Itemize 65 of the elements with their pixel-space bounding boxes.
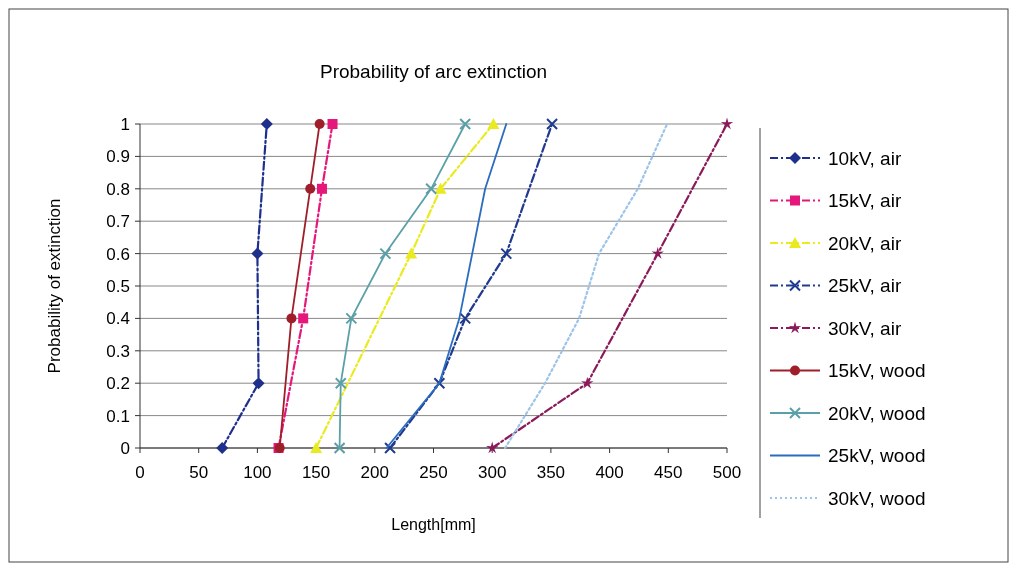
y-tick-label: 0.7 <box>106 212 130 232</box>
line-series <box>385 123 508 449</box>
y-tick-label: 0.3 <box>106 341 130 361</box>
point <box>327 119 338 129</box>
x-tick-label: 150 <box>301 463 331 482</box>
point <box>345 312 358 325</box>
point <box>487 118 500 129</box>
x-tick-label: 400 <box>595 463 624 482</box>
point <box>459 312 472 325</box>
x-tick-label: 200 <box>360 463 389 482</box>
legend-label: 25kV, wood <box>828 445 926 467</box>
legend-label: 15kV, air <box>828 190 902 212</box>
x-tick-label: 100 <box>243 463 272 482</box>
point <box>251 247 264 260</box>
y-tick-label: 1 <box>120 114 130 134</box>
x-tick-label: 50 <box>189 463 209 482</box>
point <box>459 118 472 130</box>
point <box>310 442 323 453</box>
y-tick-label: 0.5 <box>106 276 130 296</box>
point <box>425 182 438 195</box>
y-tick-label: 0 <box>120 438 130 458</box>
y-tick-label: 0.9 <box>106 147 130 167</box>
legend-label: 20kV, air <box>828 232 902 254</box>
legend-label: 10kV, air <box>828 147 902 169</box>
point <box>316 183 327 194</box>
point <box>546 118 559 130</box>
point <box>252 377 265 390</box>
point <box>216 442 229 454</box>
x-axis-title: Length[mm] <box>391 516 476 533</box>
point <box>379 247 392 260</box>
point <box>433 377 446 390</box>
y-tick-label: 0.4 <box>106 309 130 329</box>
chart-title: Probability of arc extinction <box>319 61 548 82</box>
point <box>405 247 418 259</box>
point <box>314 119 325 129</box>
point <box>333 442 346 454</box>
legend-label: 20kV, wood <box>828 402 926 424</box>
point <box>286 313 297 324</box>
legend-label: 15kV, wood <box>828 360 926 382</box>
x-tick-label: 450 <box>654 463 683 482</box>
point <box>486 441 499 454</box>
x-tick-label: 350 <box>536 463 566 482</box>
point <box>500 247 513 260</box>
y-tick-label: 0.6 <box>106 244 130 264</box>
point <box>434 182 447 194</box>
y-axis-title: Probability of extinction <box>45 198 64 374</box>
legend-label: 30kV, wood <box>828 487 926 509</box>
x-tick-label: 0 <box>135 463 145 482</box>
x-tick-label: 300 <box>478 463 507 482</box>
y-tick-label: 0.1 <box>106 406 130 426</box>
point <box>305 183 316 194</box>
point <box>581 376 594 389</box>
y-tick-label: 0.2 <box>106 374 130 394</box>
point <box>260 118 273 130</box>
x-tick-label: 500 <box>712 463 742 482</box>
point <box>384 442 397 454</box>
line-series <box>504 122 669 450</box>
point <box>651 247 664 259</box>
point <box>298 313 309 324</box>
legend-label: 30kV, air <box>828 317 902 339</box>
point <box>334 377 347 390</box>
y-tick-label: 0.8 <box>106 179 130 199</box>
legend-label: 25kV, air <box>828 275 902 297</box>
point <box>720 117 734 130</box>
x-tick-label: 250 <box>419 463 448 482</box>
